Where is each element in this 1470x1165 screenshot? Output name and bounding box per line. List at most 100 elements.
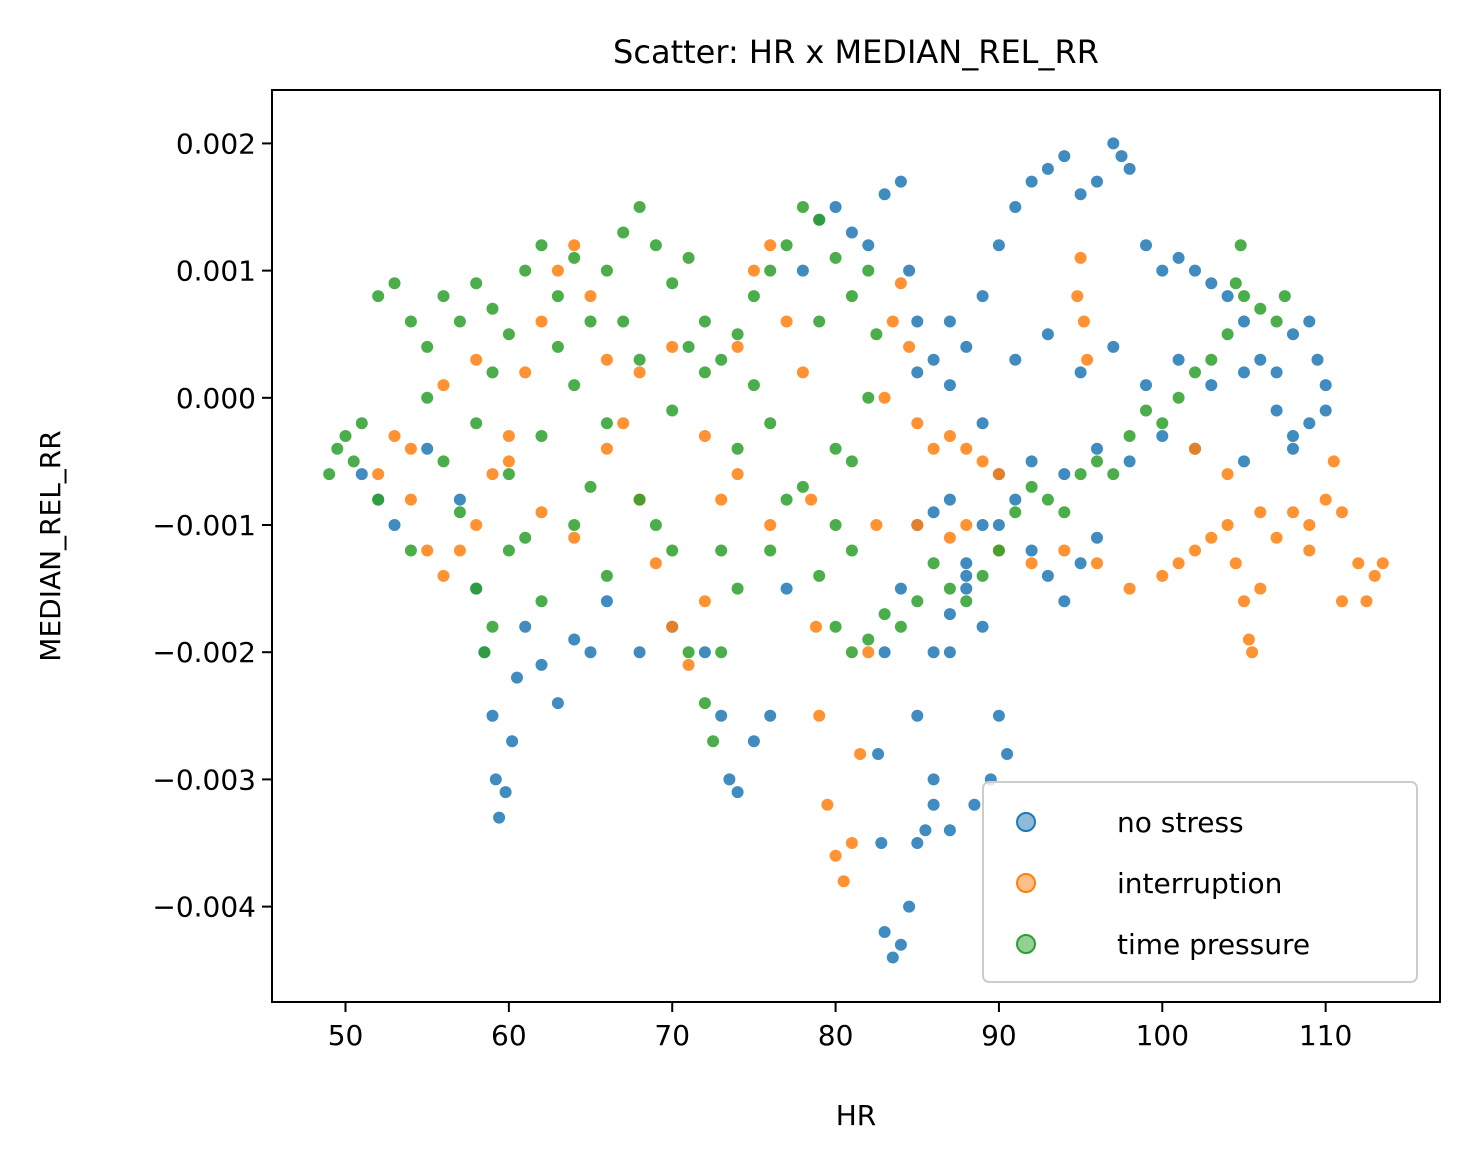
data-point xyxy=(1360,595,1373,608)
data-point xyxy=(633,493,646,506)
data-point xyxy=(796,480,809,493)
data-point xyxy=(470,582,483,595)
data-point xyxy=(1025,557,1038,570)
data-point xyxy=(682,646,695,659)
data-point xyxy=(323,468,336,481)
data-point xyxy=(731,340,744,353)
data-point xyxy=(437,569,450,582)
data-point xyxy=(1352,557,1365,570)
data-point xyxy=(489,773,502,786)
data-point xyxy=(845,646,858,659)
data-point xyxy=(1376,557,1389,570)
data-point xyxy=(715,709,728,722)
data-point xyxy=(894,175,907,188)
data-point xyxy=(486,620,499,633)
data-point xyxy=(1074,366,1087,379)
x-tick-label: 100 xyxy=(1136,1019,1189,1052)
data-point xyxy=(1311,353,1324,366)
data-point xyxy=(927,798,940,811)
data-point xyxy=(1081,353,1094,366)
data-point xyxy=(1058,150,1071,163)
legend-items: no stress interruption time pressure xyxy=(1016,806,1310,961)
data-point xyxy=(666,544,679,557)
series-time-pressure xyxy=(323,201,1291,748)
data-point xyxy=(1303,519,1316,531)
data-point xyxy=(1238,315,1250,328)
data-point xyxy=(976,455,989,468)
data-point xyxy=(1336,595,1348,608)
data-point xyxy=(1115,150,1128,163)
data-point xyxy=(927,506,940,519)
data-point xyxy=(499,786,512,799)
data-point xyxy=(331,442,344,455)
data-point xyxy=(1140,379,1152,392)
data-point xyxy=(1025,175,1038,188)
data-point xyxy=(682,658,695,671)
data-point xyxy=(878,926,891,938)
data-point xyxy=(1041,493,1054,506)
data-point xyxy=(1074,251,1087,264)
data-point xyxy=(1001,748,1014,760)
data-point xyxy=(1025,455,1038,468)
data-point xyxy=(715,493,728,506)
data-point xyxy=(666,620,679,633)
data-point xyxy=(1229,277,1242,290)
data-point xyxy=(1156,264,1169,277)
data-point xyxy=(682,251,695,264)
data-point xyxy=(1303,315,1316,328)
data-point xyxy=(698,595,711,608)
data-point xyxy=(1071,290,1084,303)
data-point xyxy=(698,697,711,710)
data-point xyxy=(421,391,434,404)
data-point xyxy=(698,646,711,659)
data-point xyxy=(894,582,907,595)
data-point xyxy=(486,366,499,379)
data-point xyxy=(551,264,564,277)
data-point xyxy=(1009,493,1022,506)
data-point xyxy=(845,837,858,849)
x-tick-label: 80 xyxy=(818,1019,854,1052)
data-point xyxy=(600,569,613,582)
data-point xyxy=(1270,366,1283,379)
data-point xyxy=(404,442,417,455)
data-point xyxy=(1287,328,1299,341)
data-point xyxy=(600,442,613,455)
points-layer xyxy=(323,137,1389,964)
y-axis-label: MEDIAN_REL_RR xyxy=(34,430,67,661)
y-tick-label: −0.002 xyxy=(152,636,256,669)
data-point xyxy=(1123,582,1136,595)
data-point xyxy=(568,239,581,252)
data-point xyxy=(747,264,760,277)
data-point xyxy=(1091,531,1103,544)
data-point xyxy=(943,531,956,544)
x-tick-label: 110 xyxy=(1299,1019,1352,1052)
data-point xyxy=(821,798,834,811)
data-point xyxy=(862,391,875,404)
data-point xyxy=(894,620,907,633)
data-point xyxy=(568,531,581,544)
data-point xyxy=(1238,290,1250,303)
data-point xyxy=(1278,290,1291,303)
data-point xyxy=(1091,557,1103,570)
data-point xyxy=(1140,239,1152,252)
data-point xyxy=(780,239,793,252)
data-point xyxy=(1041,328,1054,341)
x-tick-label: 50 xyxy=(328,1019,364,1052)
data-point xyxy=(535,658,548,671)
data-point xyxy=(715,544,728,557)
data-point xyxy=(470,519,483,531)
data-point xyxy=(1009,353,1022,366)
data-point xyxy=(1172,251,1185,264)
data-point xyxy=(551,290,564,303)
data-point xyxy=(747,379,760,392)
data-point xyxy=(903,900,916,913)
data-point xyxy=(1025,544,1038,557)
data-point xyxy=(731,468,744,481)
data-point xyxy=(1246,646,1259,659)
data-point xyxy=(437,290,450,303)
data-point xyxy=(1041,569,1054,582)
data-point xyxy=(943,430,956,442)
data-point xyxy=(780,493,793,506)
x-axis-ticks: 50 60 70 80 90 100 110 xyxy=(328,1002,1352,1052)
data-point xyxy=(813,213,826,226)
